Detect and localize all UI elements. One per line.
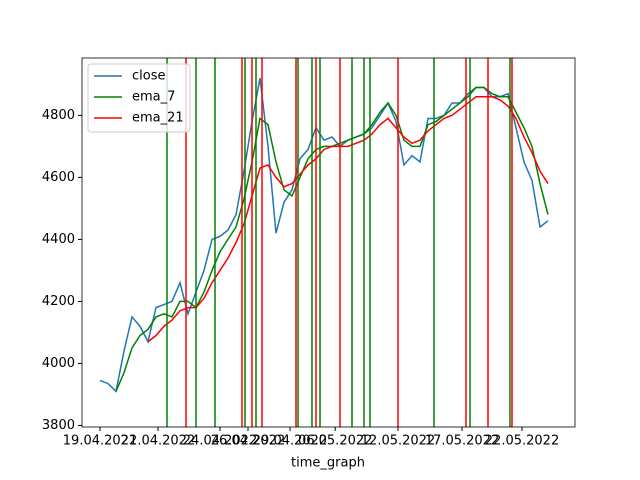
x-tick-label: 22.05.2022 <box>485 434 559 449</box>
legend-box <box>87 63 191 133</box>
x-axis-label: time_graph <box>291 456 365 471</box>
y-tick-label: 4200 <box>42 294 75 309</box>
y-tick-label: 3800 <box>42 418 75 433</box>
y-tick-label: 4400 <box>42 232 75 247</box>
legend-label: close <box>132 69 165 84</box>
x-tick-label: 06.05.2022 <box>298 434 372 449</box>
x-tick-label: 19.04.2022 <box>63 434 137 449</box>
y-tick-label: 4600 <box>42 170 75 185</box>
y-tick-label: 4000 <box>42 356 75 371</box>
plot-frame <box>81 57 576 428</box>
x-tick-label: 17.05.2022 <box>425 434 499 449</box>
legend-label: ema_7 <box>132 90 175 105</box>
x-tick-label: 24.04.2022 <box>183 434 257 449</box>
legend-label: ema_21 <box>132 111 184 126</box>
x-tick-label: 12.05.2022 <box>361 434 435 449</box>
series-line <box>115 86 549 392</box>
x-tick-label: 21.04.2022 <box>121 434 195 449</box>
y-tick-label: 4800 <box>42 108 75 123</box>
x-tick-label: 26.04.2022 <box>211 434 285 449</box>
x-tick-label: 29.04.2022 <box>253 434 327 449</box>
